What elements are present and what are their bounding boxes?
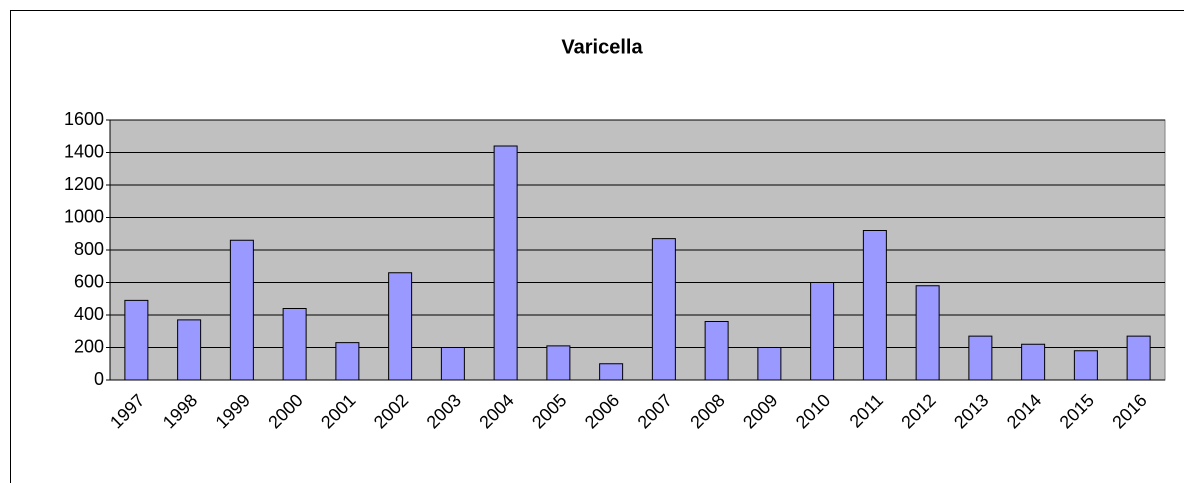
bar [440,347,465,381]
bar [124,299,149,381]
y-tick-label: 0 [94,369,104,389]
bar [1126,335,1151,381]
y-tick-label: 200 [74,336,104,356]
y-tick-label: 400 [74,304,104,324]
bar [282,308,307,381]
bar [757,347,782,381]
bar [493,145,518,381]
chart-title: Varicella [561,36,643,58]
bar [1021,343,1046,381]
bar [229,239,254,381]
bar [546,345,571,381]
y-tick-label: 1000 [64,206,104,226]
bar [177,319,202,381]
bar [862,230,887,381]
bar [704,321,729,381]
bar [810,282,835,381]
bar [915,285,940,381]
y-tick-label: 1600 [64,109,104,129]
y-tick-label: 1200 [64,174,104,194]
bar [335,342,360,381]
y-tick-label: 800 [74,239,104,259]
y-tick-label: 1400 [64,141,104,161]
bar [388,272,413,381]
y-tick-label: 600 [74,271,104,291]
bar [599,363,624,381]
bar [968,335,993,381]
bar [651,238,676,381]
bar [1073,350,1098,381]
